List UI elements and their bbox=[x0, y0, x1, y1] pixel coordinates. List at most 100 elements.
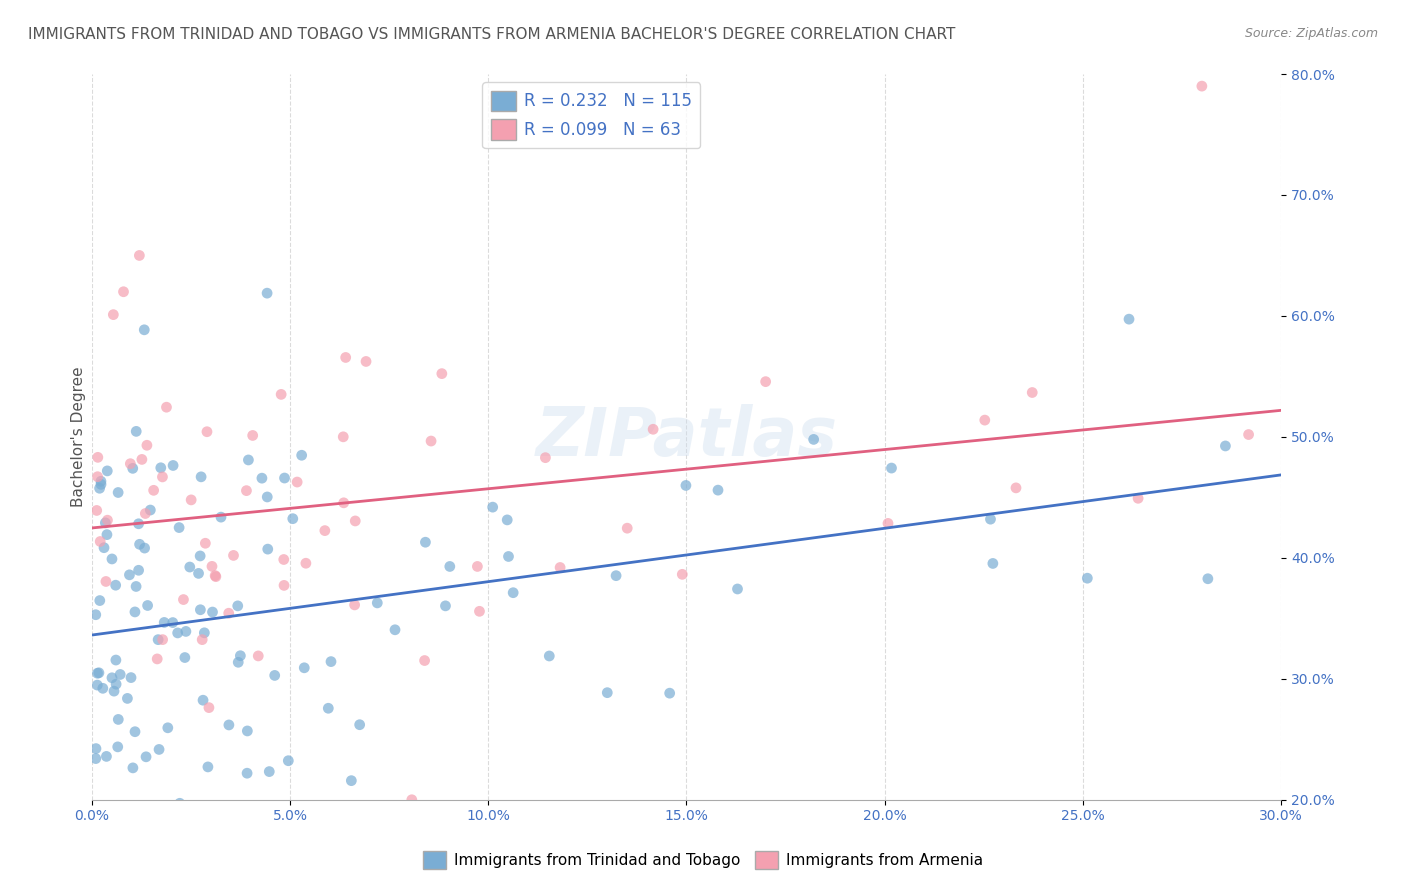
Point bbox=[191, 693, 214, 707]
Point bbox=[434, 599, 457, 613]
Point bbox=[498, 549, 520, 564]
Point bbox=[128, 563, 150, 577]
Point bbox=[222, 549, 245, 563]
Point bbox=[94, 574, 117, 589]
Point bbox=[229, 648, 252, 663]
Point bbox=[285, 475, 308, 489]
Point bbox=[191, 632, 214, 647]
Point bbox=[122, 761, 145, 775]
Point bbox=[1237, 427, 1260, 442]
Point bbox=[1076, 571, 1098, 585]
Point bbox=[1191, 79, 1213, 94]
Point bbox=[707, 483, 730, 497]
Point bbox=[173, 650, 195, 665]
Point bbox=[349, 717, 371, 731]
Point bbox=[332, 496, 354, 510]
Point bbox=[101, 671, 124, 685]
Point bbox=[96, 464, 118, 478]
Point bbox=[250, 471, 273, 485]
Point bbox=[384, 623, 406, 637]
Point bbox=[534, 450, 557, 465]
Point bbox=[188, 549, 211, 563]
Point bbox=[273, 552, 295, 566]
Point bbox=[134, 323, 156, 337]
Point bbox=[107, 485, 129, 500]
Point bbox=[86, 503, 108, 517]
Point bbox=[104, 653, 127, 667]
Point bbox=[281, 511, 304, 525]
Point bbox=[277, 754, 299, 768]
Point bbox=[167, 520, 190, 534]
Point bbox=[125, 425, 148, 439]
Point bbox=[120, 457, 142, 471]
Point bbox=[169, 797, 191, 811]
Point bbox=[156, 721, 179, 735]
Point bbox=[209, 510, 232, 524]
Point bbox=[112, 285, 135, 299]
Point bbox=[979, 512, 1001, 526]
Point bbox=[105, 677, 128, 691]
Point bbox=[89, 534, 111, 549]
Point bbox=[96, 749, 118, 764]
Point bbox=[169, 871, 191, 885]
Legend: R = 0.232   N = 115, R = 0.099   N = 63: R = 0.232 N = 115, R = 0.099 N = 63 bbox=[482, 82, 700, 148]
Point bbox=[332, 430, 354, 444]
Point bbox=[155, 401, 177, 415]
Point bbox=[401, 793, 423, 807]
Point bbox=[273, 578, 295, 592]
Point bbox=[218, 606, 240, 620]
Point bbox=[121, 461, 143, 475]
Point bbox=[107, 713, 129, 727]
Point bbox=[236, 766, 259, 780]
Point bbox=[135, 438, 157, 452]
Y-axis label: Bachelor's Degree: Bachelor's Degree bbox=[72, 367, 86, 508]
Point bbox=[98, 836, 121, 850]
Point bbox=[366, 596, 388, 610]
Point bbox=[439, 559, 461, 574]
Point bbox=[1118, 312, 1140, 326]
Point bbox=[415, 535, 437, 549]
Point bbox=[259, 764, 281, 779]
Point bbox=[973, 413, 995, 427]
Point bbox=[344, 514, 367, 528]
Point bbox=[273, 471, 295, 485]
Point bbox=[292, 661, 315, 675]
Text: ZIPatlas: ZIPatlas bbox=[536, 404, 838, 470]
Point bbox=[238, 453, 260, 467]
Point bbox=[1021, 385, 1043, 400]
Point bbox=[94, 516, 117, 530]
Point bbox=[201, 559, 224, 574]
Point bbox=[86, 678, 108, 692]
Point bbox=[236, 723, 259, 738]
Point bbox=[340, 773, 363, 788]
Point bbox=[270, 387, 292, 401]
Point bbox=[235, 483, 257, 498]
Point bbox=[658, 686, 681, 700]
Point bbox=[256, 490, 278, 504]
Point bbox=[89, 593, 111, 607]
Point bbox=[190, 470, 212, 484]
Point bbox=[263, 668, 285, 682]
Point bbox=[166, 626, 188, 640]
Point bbox=[125, 579, 148, 593]
Point bbox=[128, 537, 150, 551]
Point bbox=[86, 666, 108, 681]
Point bbox=[96, 527, 118, 541]
Point bbox=[108, 667, 131, 681]
Point bbox=[877, 516, 900, 531]
Point bbox=[242, 428, 264, 442]
Point bbox=[87, 450, 110, 465]
Point bbox=[295, 556, 318, 570]
Point bbox=[104, 578, 127, 592]
Point bbox=[124, 724, 146, 739]
Point bbox=[1215, 439, 1237, 453]
Point bbox=[84, 607, 107, 622]
Legend: Immigrants from Trinidad and Tobago, Immigrants from Armenia: Immigrants from Trinidad and Tobago, Imm… bbox=[418, 845, 988, 875]
Point bbox=[124, 605, 146, 619]
Point bbox=[101, 552, 124, 566]
Point bbox=[174, 624, 197, 639]
Point bbox=[128, 248, 150, 262]
Point bbox=[91, 681, 114, 696]
Point bbox=[152, 632, 174, 647]
Point bbox=[1126, 491, 1149, 506]
